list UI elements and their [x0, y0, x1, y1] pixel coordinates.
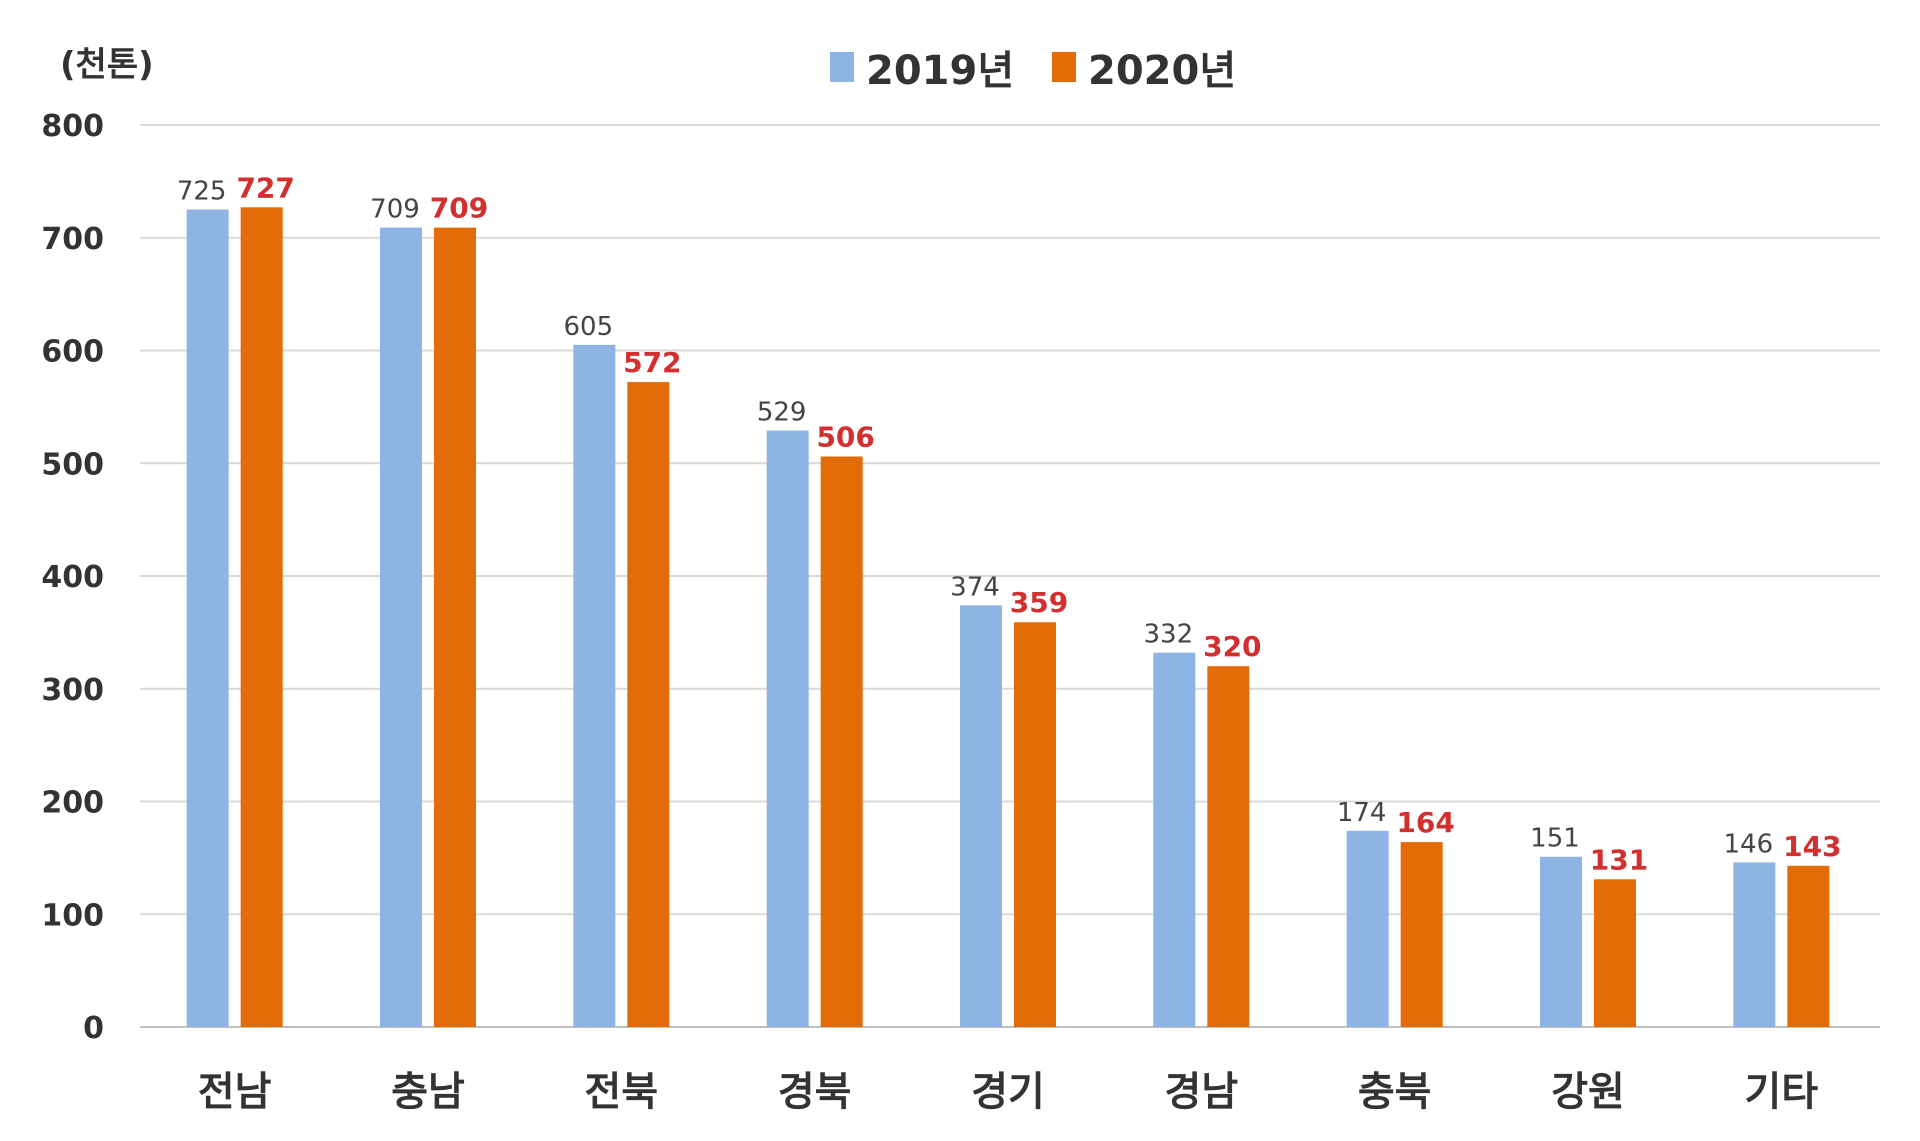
data-label: 709 [430, 192, 488, 225]
y-tick-label: 100 [41, 898, 104, 933]
bar-기타-2019년 [1733, 862, 1776, 1027]
x-tick-label: 충남 [391, 1069, 465, 1115]
data-label: 529 [757, 398, 807, 428]
data-label: 146 [1724, 829, 1774, 859]
bar-강원-2019년 [1540, 856, 1582, 1027]
legend-swatch-2020 [1052, 52, 1076, 82]
data-label: 320 [1203, 630, 1261, 663]
y-tick-label: 500 [41, 447, 104, 482]
y-axis-unit-label: (천톤) [60, 45, 154, 85]
x-tick-label: 기타 [1745, 1069, 1819, 1115]
bars [186, 207, 1830, 1028]
legend-swatch-2019 [830, 52, 854, 82]
bar-경북-2019년 [766, 430, 809, 1027]
data-label: 359 [1010, 586, 1068, 619]
bar-경남-2019년 [1153, 652, 1196, 1027]
y-tick-label: 800 [41, 109, 104, 144]
bar-전북-2020년 [627, 382, 670, 1027]
bar-충북-2020년 [1400, 842, 1443, 1027]
data-label: 709 [370, 195, 420, 225]
legend-label-2020: 2020년 [1088, 48, 1236, 94]
bar-강원-2020년 [1594, 879, 1636, 1027]
x-tick-label: 전남 [198, 1069, 272, 1115]
data-label: 727 [236, 171, 294, 204]
bar-경남-2020년 [1207, 666, 1250, 1027]
data-label: 332 [1144, 620, 1194, 650]
bar-전북-2019년 [573, 344, 616, 1027]
data-label: 374 [950, 572, 1000, 602]
x-tick-label: 경북 [778, 1069, 852, 1115]
bar-충남-2020년 [434, 227, 476, 1028]
bar-경기-2020년 [1014, 622, 1056, 1027]
x-tick-label: 경남 [1165, 1069, 1239, 1115]
y-tick-label: 200 [41, 786, 104, 821]
bar-전남-2020년 [240, 207, 283, 1027]
data-labels: 725 727 709 709 605 572 529 506 374 359 332 320 174 1… [177, 171, 1842, 876]
data-label: 605 [564, 312, 614, 342]
data-label: 143 [1783, 830, 1841, 863]
x-tick-label: 강원 [1551, 1069, 1625, 1115]
bar-경북-2020년 [820, 456, 863, 1027]
legend-label-2019: 2019년 [866, 48, 1014, 94]
bar-기타-2020년 [1787, 865, 1830, 1027]
x-axis: 전남 충남 전북 경북 경기 경남 충북 강원 기타 [198, 1069, 1818, 1115]
data-label: 506 [816, 420, 874, 453]
data-label: 572 [623, 346, 681, 379]
y-tick-label: 400 [41, 560, 104, 595]
data-label: 174 [1337, 798, 1387, 828]
bar-경기-2019년 [960, 605, 1002, 1027]
x-tick-label: 충북 [1358, 1069, 1432, 1115]
y-tick-label: 300 [41, 673, 104, 708]
y-tick-label: 700 [41, 222, 104, 257]
data-label: 131 [1590, 843, 1648, 876]
y-tick-label: 600 [41, 335, 104, 370]
data-label: 151 [1530, 824, 1580, 854]
data-label: 164 [1396, 806, 1454, 839]
x-tick-label: 경기 [971, 1069, 1045, 1115]
y-tick-label: 0 [83, 1011, 104, 1046]
gridlines [140, 124, 1880, 1028]
data-label: 725 [177, 177, 227, 207]
y-axis: 800 700 600 500 400 300 200 100 0 [41, 109, 104, 1046]
bar-전남-2019년 [186, 209, 229, 1027]
x-tick-label: 전북 [585, 1069, 659, 1115]
bar-충북-2019년 [1346, 830, 1389, 1027]
bar-충남-2019년 [380, 227, 422, 1028]
legend: 2019년 2020년 [830, 48, 1236, 94]
